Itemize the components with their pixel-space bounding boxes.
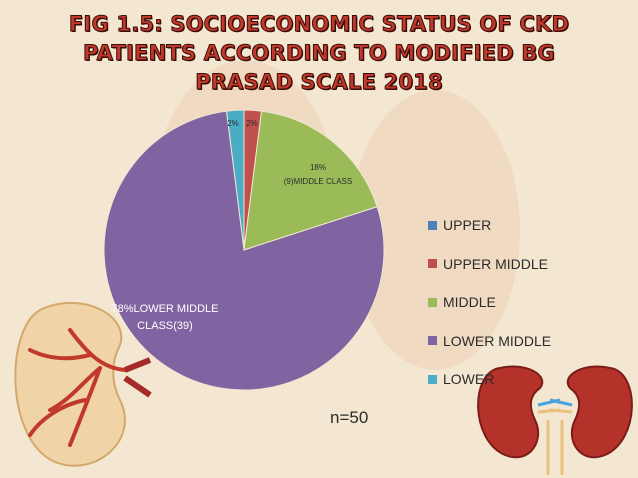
kidney-illustration-left xyxy=(14,301,152,467)
pie-slice-lower-middle xyxy=(103,110,385,391)
legend-swatch xyxy=(428,374,437,384)
data-label-upper: 2% xyxy=(227,119,239,128)
pie-slice-middle xyxy=(243,110,378,251)
legend-swatch xyxy=(428,220,437,230)
legend-item-upper-middle: UPPER MIDDLE xyxy=(428,245,551,284)
legend-label: LOWER xyxy=(443,371,495,388)
legend-item-middle: MIDDLE xyxy=(428,283,551,322)
legend-label: MIDDLE xyxy=(443,294,496,311)
legend-item-upper: UPPER xyxy=(428,206,551,245)
chart-legend: UPPER UPPER MIDDLE MIDDLE LOWER MIDDLE LOWER xyxy=(428,206,551,399)
legend-label: UPPER MIDDLE xyxy=(443,255,549,272)
data-label-lower-middle: 78%LOWER MIDDLE CLASS(39) xyxy=(112,303,219,332)
legend-item-lower-middle: LOWER MIDDLE xyxy=(428,322,551,361)
data-label-upper-middle: 2% xyxy=(246,119,258,128)
legend-item-lower: LOWER xyxy=(428,360,551,399)
sample-size-annotation: n=50 xyxy=(330,408,369,427)
data-label-middle: 18% (9)MIDDLE CLASS xyxy=(284,163,352,186)
legend-swatch xyxy=(428,297,437,307)
kidney-illustration-right xyxy=(477,365,633,475)
chart-title: FIG 1.5: SOCIOECONOMIC STATUS OF CKD PAT… xyxy=(68,12,570,95)
legend-label: UPPER xyxy=(443,217,492,234)
legend-swatch xyxy=(428,259,437,269)
legend-label: LOWER MIDDLE xyxy=(443,332,552,349)
legend-swatch xyxy=(428,336,437,346)
